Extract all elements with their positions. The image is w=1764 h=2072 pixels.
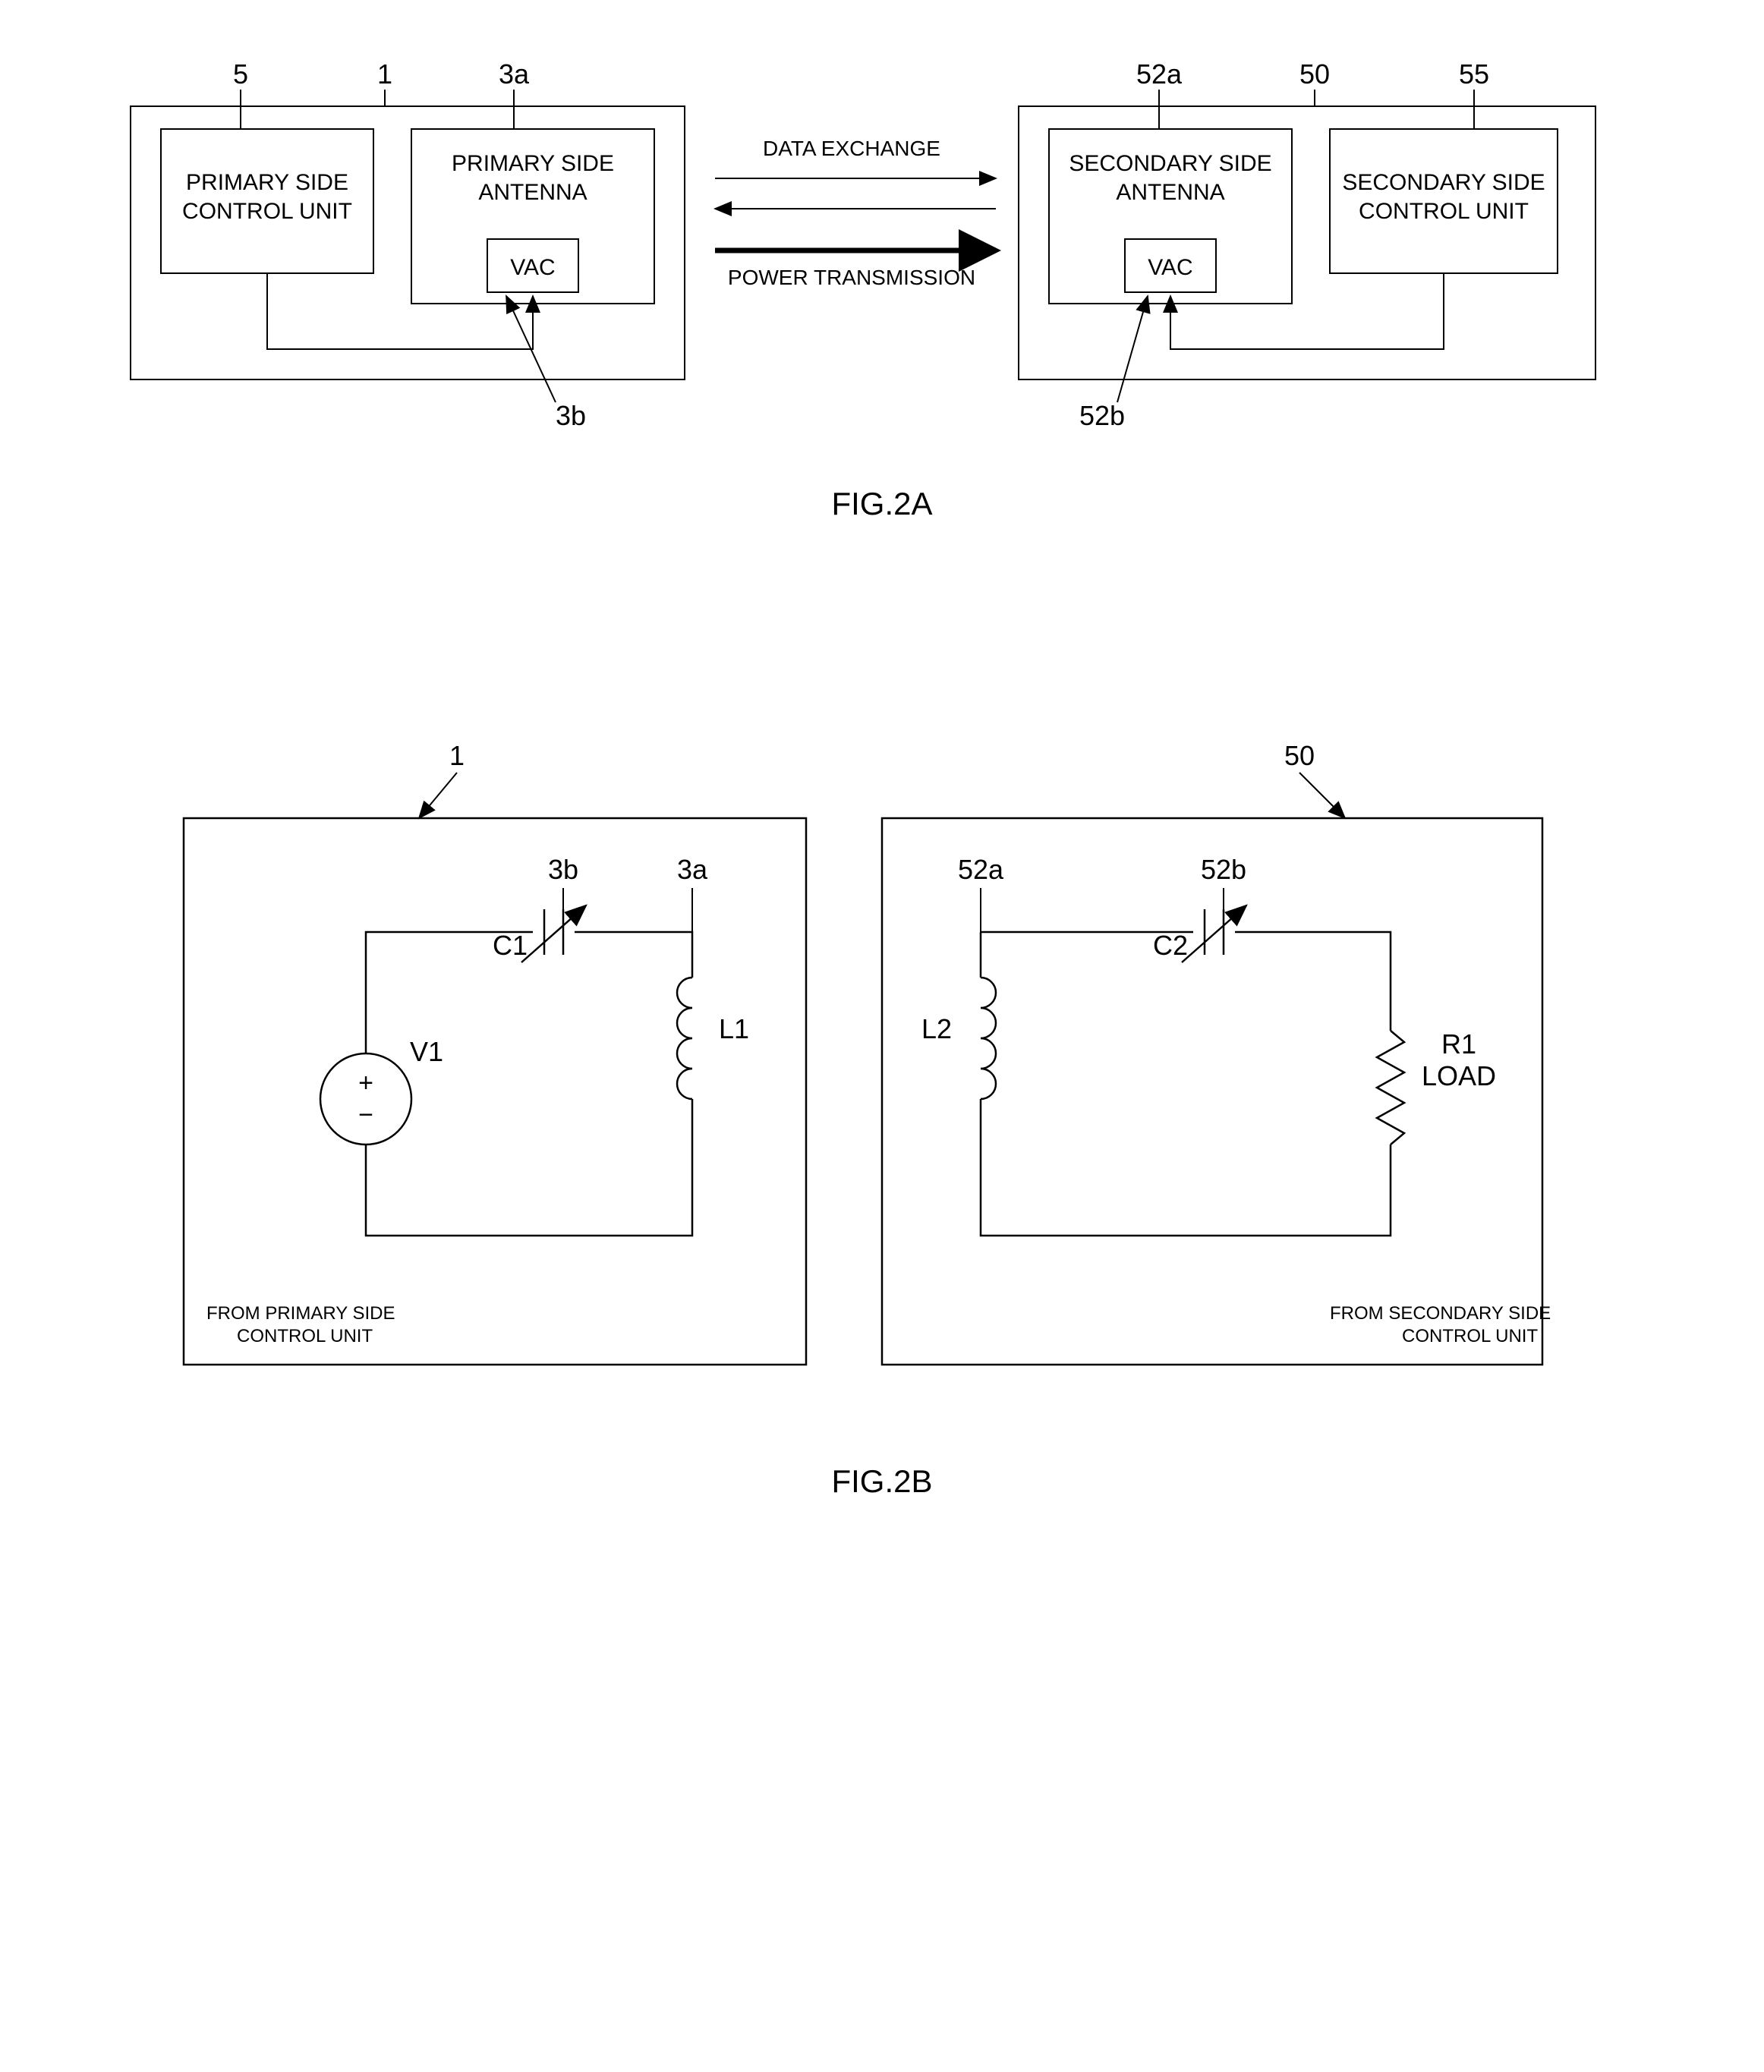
ref-1: 1 — [377, 58, 392, 90]
refB-50: 50 — [1284, 740, 1315, 771]
ref-3a: 3a — [499, 58, 530, 90]
refB-52b: 52b — [1201, 854, 1246, 885]
data-exchange-label: DATA EXCHANGE — [763, 137, 940, 160]
label-l2: L2 — [921, 1013, 952, 1044]
fig-2b-title: FIG.2B — [831, 1463, 932, 1500]
power-transmission-label: POWER TRANSMISSION — [728, 266, 975, 289]
secondary-vac-label: VAC — [1148, 255, 1192, 280]
ref-5: 5 — [233, 58, 248, 90]
ref-52a: 52a — [1136, 58, 1183, 90]
fig-2a-svg: 5 1 3a PRIMARY SIDE CONTROL UNIT PRIMARY… — [85, 30, 1679, 440]
figure-container: 5 1 3a PRIMARY SIDE CONTROL UNIT PRIMARY… — [30, 30, 1734, 1545]
ref-3b: 3b — [556, 400, 586, 431]
refB-3b: 3b — [548, 854, 578, 885]
secondary-circuit: 50 52a 52b L2 C2 R1 LOAD — [882, 740, 1551, 1365]
secondary-device: 52a 50 55 SECONDARY SIDE ANTENNA VAC SEC… — [1019, 58, 1595, 431]
primary-control-l1: PRIMARY SIDE — [186, 170, 348, 195]
primary-vac-label: VAC — [510, 255, 555, 280]
fig-2b-svg: 1 3b 3a C1 V1 L1 — [85, 720, 1679, 1418]
label-v1: V1 — [410, 1036, 443, 1067]
secondary-antenna-l1: SECONDARY SIDE — [1069, 151, 1271, 176]
secondary-antenna-l2: ANTENNA — [1116, 180, 1224, 205]
primary-antenna-l1: PRIMARY SIDE — [452, 151, 614, 176]
secondary-note-l2: CONTROL UNIT — [1402, 1326, 1538, 1346]
ref-52b: 52b — [1079, 400, 1125, 431]
secondary-control-l1: SECONDARY SIDE — [1342, 170, 1545, 195]
label-c1: C1 — [493, 930, 528, 961]
ref-50: 50 — [1299, 58, 1330, 90]
refB-3a: 3a — [677, 854, 708, 885]
label-c2: C2 — [1153, 930, 1188, 961]
label-load: LOAD — [1422, 1060, 1496, 1091]
primary-control-l2: CONTROL UNIT — [182, 199, 352, 224]
refB-1: 1 — [449, 740, 465, 771]
ref-55: 55 — [1459, 58, 1489, 90]
primary-note-l1: FROM PRIMARY SIDE — [206, 1303, 395, 1324]
src-minus: − — [358, 1101, 373, 1129]
link-arrows: DATA EXCHANGE POWER TRANSMISSION — [715, 137, 996, 289]
secondary-note-l1: FROM SECONDARY SIDE — [1330, 1303, 1551, 1324]
refB-52a: 52a — [958, 854, 1004, 885]
primary-circuit: 1 3b 3a C1 V1 L1 — [184, 740, 806, 1365]
secondary-control-l2: CONTROL UNIT — [1359, 199, 1529, 224]
primary-note-l2: CONTROL UNIT — [237, 1326, 373, 1346]
label-l1: L1 — [719, 1013, 749, 1044]
label-r1: R1 — [1441, 1028, 1476, 1060]
primary-device: 5 1 3a PRIMARY SIDE CONTROL UNIT PRIMARY… — [131, 58, 685, 431]
src-plus: + — [358, 1069, 373, 1097]
fig-2a-title: FIG.2A — [831, 486, 932, 522]
primary-antenna-l2: ANTENNA — [478, 180, 587, 205]
